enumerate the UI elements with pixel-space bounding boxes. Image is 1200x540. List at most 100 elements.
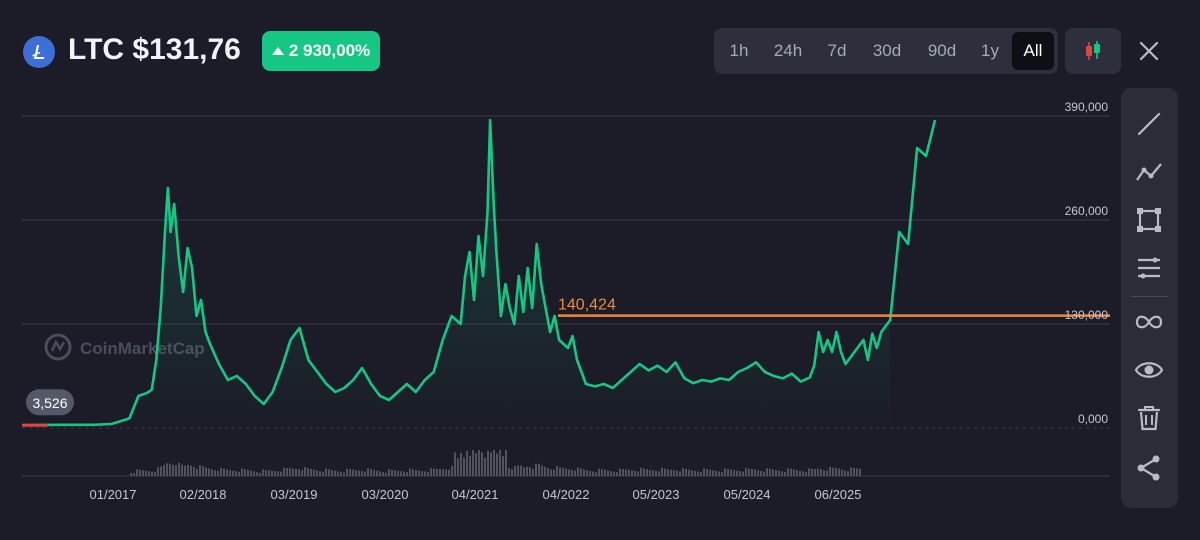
volume-bar: [727, 468, 729, 476]
volume-bars: [130, 450, 861, 476]
volume-bar: [340, 471, 342, 476]
volume-bar: [673, 470, 675, 476]
close-icon: [1139, 41, 1159, 61]
volume-bar: [841, 469, 843, 476]
volume-bar: [589, 471, 591, 476]
volume-bar: [226, 469, 228, 476]
range-all[interactable]: All: [1012, 32, 1054, 70]
start-value-bubble: [26, 389, 74, 416]
volume-bar: [538, 463, 540, 476]
volume-bar: [415, 470, 417, 476]
price-change-badge: 2 930,00%: [262, 31, 380, 71]
volume-bar: [253, 471, 255, 476]
fibonacci-tool-button[interactable]: [1129, 248, 1169, 288]
volume-bar: [355, 470, 357, 476]
candlestick-toggle-button[interactable]: [1065, 28, 1121, 74]
volume-bar: [406, 472, 408, 476]
volume-bar: [628, 469, 630, 476]
volume-bar: [592, 471, 594, 476]
volume-bar: [439, 469, 441, 476]
volume-bar: [223, 468, 225, 476]
volume-bar: [160, 466, 162, 476]
volume-bar: [400, 471, 402, 476]
volume-bar: [307, 467, 309, 476]
volume-bar: [469, 455, 471, 476]
volume-bar: [850, 467, 852, 476]
volume-bar: [808, 468, 810, 476]
volume-bar: [832, 467, 834, 476]
range-1h[interactable]: 1h: [729, 41, 749, 60]
volume-bar: [487, 450, 489, 476]
close-button[interactable]: [1132, 34, 1166, 68]
volume-bar: [595, 472, 597, 476]
volume-bar: [205, 467, 207, 476]
price-chart[interactable]: CoinMarketCap 140,424 3,526 390,000 260,0…: [0, 86, 1120, 526]
volume-bar: [382, 472, 384, 476]
x-tick-label: 05/2023: [633, 487, 680, 502]
volume-bar: [856, 468, 858, 476]
volume-bar: [550, 469, 552, 476]
volume-bar: [778, 470, 780, 476]
volume-bar: [130, 472, 132, 476]
volume-bar: [259, 472, 261, 476]
volume-bar: [700, 472, 702, 476]
volume-bar: [745, 467, 747, 476]
volume-bar: [625, 469, 627, 476]
volume-bar: [859, 468, 861, 476]
y-tick-label: 130,000: [1065, 308, 1109, 322]
volume-bar: [823, 470, 825, 476]
volume-bar: [202, 465, 204, 476]
volume-bar: [148, 471, 150, 476]
volume-bar: [712, 470, 714, 476]
volume-bar: [184, 465, 186, 476]
volume-bar: [511, 469, 513, 476]
volume-bar: [310, 468, 312, 476]
volume-bar: [496, 453, 498, 476]
coin-price-title: LTC $131,76: [68, 33, 241, 66]
range-1y[interactable]: 1y: [981, 41, 999, 60]
volume-bar: [820, 469, 822, 476]
volume-bar: [151, 471, 153, 476]
volume-bar: [526, 466, 528, 476]
volume-bar: [265, 469, 267, 476]
visibility-button[interactable]: [1129, 350, 1169, 390]
volume-bar: [460, 452, 462, 476]
polyline-tool-button[interactable]: [1129, 152, 1169, 192]
delete-button[interactable]: [1129, 398, 1169, 438]
volume-bar: [343, 472, 345, 476]
range-7d[interactable]: 7d: [827, 41, 847, 60]
rectangle-tool-icon: [1137, 208, 1161, 232]
volume-bar: [607, 470, 609, 476]
volume-bar: [694, 470, 696, 476]
volume-bar: [274, 471, 276, 476]
line-tool-button[interactable]: [1129, 104, 1169, 144]
volume-bar: [553, 469, 555, 476]
range-90d[interactable]: 90d: [927, 41, 957, 60]
volume-bar: [136, 469, 138, 476]
volume-bar: [802, 471, 804, 476]
time-range-selector: 1h 24h 7d 30d 90d 1y All: [714, 28, 1058, 74]
volume-bar: [409, 468, 411, 476]
volume-bar: [154, 471, 156, 476]
volume-bar: [367, 468, 369, 476]
volume-bar: [337, 471, 339, 476]
volume-bar: [835, 467, 837, 476]
infinity-button[interactable]: [1129, 302, 1169, 342]
volume-bar: [508, 467, 510, 476]
volume-bar: [391, 469, 393, 476]
volume-bar: [268, 470, 270, 476]
range-24h[interactable]: 24h: [773, 41, 803, 60]
volume-bar: [283, 467, 285, 476]
rectangle-tool-button[interactable]: [1129, 200, 1169, 240]
drawing-toolbar: [1121, 88, 1178, 508]
volume-bar: [418, 470, 420, 476]
share-button[interactable]: [1129, 448, 1169, 488]
y-tick-label: 260,000: [1065, 204, 1109, 218]
price-area-fill: [22, 120, 891, 428]
volume-bar: [217, 471, 219, 476]
volume-bar: [403, 471, 405, 476]
volume-bar: [772, 469, 774, 476]
volume-bar: [139, 469, 141, 476]
volume-bar: [454, 452, 456, 476]
range-30d[interactable]: 30d: [872, 41, 902, 60]
